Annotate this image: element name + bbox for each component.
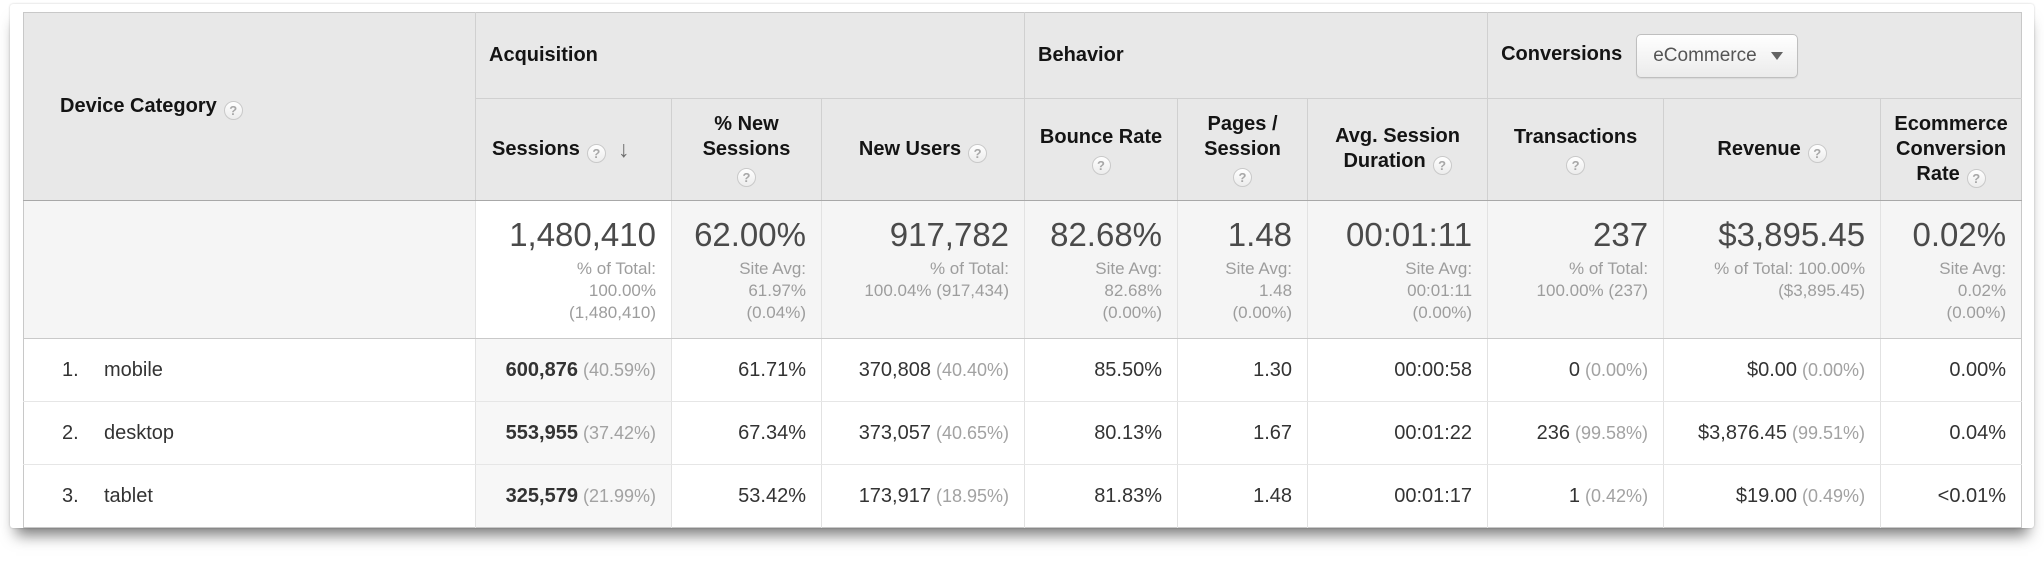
sessions-cell: 325,579 (21.99%) <box>475 464 672 528</box>
bounce-rate-cell: 80.13% <box>1024 401 1178 465</box>
totals-pages-session: 1.48 Site Avg: 1.48 (0.00%) <box>1177 200 1308 339</box>
help-icon[interactable] <box>1233 168 1253 187</box>
ecommerce-goal-dropdown-value: eCommerce <box>1653 44 1757 66</box>
bounce-rate-cell: 81.83% <box>1024 464 1178 528</box>
totals-transactions: 237 % of Total: 100.00% (237) <box>1487 200 1664 339</box>
new-users-cell: 173,917 (18.95%) <box>820 464 1025 528</box>
help-icon[interactable] <box>586 144 606 163</box>
row-label-cell: 1. mobile <box>23 338 476 402</box>
help-icon[interactable] <box>1966 168 1986 188</box>
totals-new-users: 917,782 % of Total: 100.04% (917,434) <box>820 200 1025 339</box>
device-name: desktop <box>104 421 175 444</box>
help-icon[interactable] <box>1432 156 1452 175</box>
column-header-percent-new-sessions[interactable]: % New Sessions <box>671 98 822 201</box>
device-category-header[interactable]: Device Category <box>23 12 476 201</box>
column-header-row: Sessions % New Sessions New Users Bounce… <box>24 98 2022 201</box>
avg-session-duration-cell: 00:01:22 <box>1307 401 1488 465</box>
pages-session-cell: 1.67 <box>1177 401 1308 465</box>
ecommerce-conversion-rate-cell: <0.01% <box>1880 464 2022 528</box>
group-header-behavior: Behavior <box>1024 12 1488 99</box>
acquisition-group-label: Acquisition <box>489 44 598 66</box>
new-users-cell: 370,808 (40.40%) <box>820 338 1025 402</box>
conversions-group-label: Conversions <box>1501 42 1623 65</box>
totals-dimension-cell <box>23 200 476 339</box>
percent-new-sessions-cell: 53.42% <box>671 464 822 528</box>
device-category-label: Device Category <box>60 94 217 117</box>
group-header-conversions: Conversions eCommerce <box>1487 12 2022 99</box>
device-name: mobile <box>104 358 163 381</box>
sessions-cell: 600,876 (40.59%) <box>475 338 672 402</box>
totals-sessions: 1,480,410 % of Total: 100.00% (1,480,410… <box>475 200 672 339</box>
group-header-row: Device Category Acquisition Behavior Con… <box>23 12 2022 201</box>
revenue-cell: $19.00 (0.49%) <box>1663 464 1881 528</box>
device-category-report-table: Device Category Acquisition Behavior Con… <box>23 12 2023 528</box>
totals-revenue: $3,895.45 % of Total: 100.00% ($3,895.45… <box>1663 200 1881 339</box>
row-label-cell: 2. desktop <box>23 401 476 465</box>
totals-ecommerce-conversion-rate: 0.02% Site Avg: 0.02% (0.00%) <box>1880 200 2022 339</box>
column-header-pages-session[interactable]: Pages / Session <box>1177 98 1308 201</box>
column-header-transactions[interactable]: Transactions <box>1487 98 1664 201</box>
help-icon[interactable] <box>1566 155 1586 175</box>
help-icon[interactable] <box>737 168 756 187</box>
percent-new-sessions-cell: 61.71% <box>671 338 822 402</box>
sort-descending-icon[interactable] <box>618 136 630 163</box>
revenue-cell: $3,876.45 (99.51%) <box>1663 401 1881 465</box>
help-icon[interactable] <box>968 143 988 163</box>
column-header-sessions[interactable]: Sessions <box>475 98 672 201</box>
behavior-group-label: Behavior <box>1038 44 1124 66</box>
help-icon[interactable] <box>223 100 243 120</box>
new-users-cell: 373,057 (40.65%) <box>820 401 1025 465</box>
totals-bounce-rate: 82.68% Site Avg: 82.68% (0.00%) <box>1024 200 1178 339</box>
device-name: tablet <box>104 484 153 507</box>
transactions-cell: 236 (99.58%) <box>1487 401 1664 465</box>
pages-session-cell: 1.30 <box>1177 338 1308 402</box>
table-row-desktop: 2. desktop 553,955 (37.42%) 67.34% 373,057… <box>23 401 2022 465</box>
transactions-cell: 1 (0.42%) <box>1487 464 1664 528</box>
totals-row: 1,480,410 % of Total: 100.00% (1,480,410… <box>23 200 2022 339</box>
caret-down-icon <box>1770 51 1783 60</box>
ecommerce-goal-dropdown[interactable]: eCommerce <box>1636 33 1798 78</box>
help-icon[interactable] <box>1807 143 1827 163</box>
ecommerce-conversion-rate-cell: 0.04% <box>1880 401 2022 465</box>
percent-new-sessions-cell: 67.34% <box>671 401 822 465</box>
transactions-cell: 0 (0.00%) <box>1487 338 1664 402</box>
sessions-cell: 553,955 (37.42%) <box>475 401 672 465</box>
row-label-cell: 3. tablet <box>23 464 476 528</box>
column-header-new-users[interactable]: New Users <box>820 98 1025 201</box>
totals-percent-new-sessions: 62.00% Site Avg: 61.97% (0.04%) <box>671 200 822 339</box>
report-card: Device Category Acquisition Behavior Con… <box>10 4 2034 528</box>
table-row-mobile: 1. mobile 600,876 (40.59%) 61.71% 370,808(… <box>23 338 2022 402</box>
column-header-ecommerce-conversion-rate[interactable]: Ecommerce Conversion Rate <box>1880 98 2022 201</box>
pages-session-cell: 1.48 <box>1177 464 1308 528</box>
column-header-bounce-rate[interactable]: Bounce Rate <box>1024 98 1178 201</box>
avg-session-duration-cell: 00:00:58 <box>1307 338 1488 402</box>
avg-session-duration-cell: 00:01:17 <box>1307 464 1488 528</box>
group-header-acquisition: Acquisition <box>474 12 1025 99</box>
bounce-rate-cell: 85.50% <box>1024 338 1178 402</box>
help-icon[interactable] <box>1091 155 1111 175</box>
column-header-revenue[interactable]: Revenue <box>1663 98 1881 201</box>
table-row-tablet: 3. tablet 325,579 (21.99%) 53.42% 173,917(… <box>23 464 2022 528</box>
ecommerce-conversion-rate-cell: 0.00% <box>1880 338 2022 402</box>
column-header-avg-session-duration[interactable]: Avg. Session Duration <box>1307 98 1488 201</box>
totals-avg-session-duration: 00:01:11 Site Avg: 00:01:11 (0.00%) <box>1307 200 1488 339</box>
revenue-cell: $0.00 (0.00%) <box>1663 338 1881 402</box>
